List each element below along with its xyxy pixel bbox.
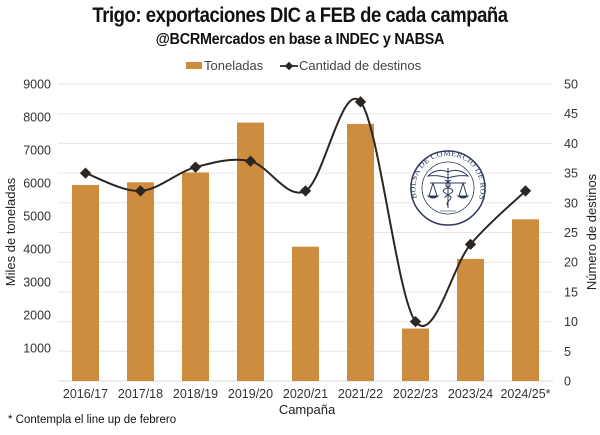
point-2018/19: [189, 161, 202, 173]
bar-2020/21: [292, 246, 319, 381]
y2-tick-label: 25: [564, 226, 578, 240]
x-tick-label: 2024/25*: [500, 387, 550, 401]
bar-2017/18: [127, 182, 154, 381]
legend-line-marker-icon: [280, 61, 298, 70]
footnote: * Contempla el line up de febrero: [8, 414, 177, 426]
point-2022/23: [409, 315, 422, 328]
point-2020/21: [299, 185, 312, 197]
point-2023/24: [464, 238, 477, 251]
point-2016/17: [79, 167, 92, 179]
y2-tick-label: 35: [564, 167, 578, 181]
x-axis-title: Campaña: [279, 402, 336, 417]
bar-2021/22: [347, 123, 374, 382]
y-tick-label: 5000: [23, 210, 51, 224]
legend-label-toneladas: Toneladas: [204, 58, 264, 73]
bar-2024/25*: [512, 219, 539, 381]
y-axis-left-labels: 1000 2000 3000 4000 5000 6000 7000 8000 9000: [23, 78, 51, 356]
logo-inner-ring: [421, 161, 475, 215]
y-tick-label: 1000: [23, 342, 51, 356]
point-2017/18: [134, 185, 147, 197]
y2-tick-label: 0: [564, 375, 571, 389]
x-tick-label: 2016/17: [63, 387, 108, 401]
y2-tick-label: 30: [564, 196, 578, 210]
y-tick-label: 4000: [23, 243, 51, 257]
y2-tick-label: 20: [564, 256, 578, 270]
y-axis-left-title: Miles de toneladas: [3, 177, 18, 286]
x-tick-label: 2020/21: [283, 387, 328, 401]
point-2019/20: [244, 155, 257, 167]
y2-tick-label: 50: [564, 78, 578, 92]
chart-subtitle: @BCRMercados en base a INDEC y NABSA: [155, 31, 445, 48]
bar-2016/17: [72, 184, 99, 381]
x-tick-label: 2018/19: [173, 387, 218, 401]
x-tick-label: 2021/22: [338, 387, 383, 401]
destinos-line: [79, 96, 532, 328]
y-axis-right-labels: 0 5 10 15 20 25 30 35 40 45 50: [564, 78, 578, 389]
y-axis-right-title: Número de destinos: [584, 173, 599, 290]
x-tick-label: 2022/23: [393, 387, 438, 401]
point-2024/25*: [519, 185, 532, 197]
y2-tick-label: 40: [564, 137, 578, 151]
legend: Toneladas Cantidad de destinos: [0, 58, 600, 76]
logo-emblem-icon: [426, 168, 470, 212]
bars: [72, 122, 539, 382]
y2-tick-label: 15: [564, 285, 578, 299]
bar-2023/24: [457, 258, 484, 381]
bar-2018/19: [182, 172, 209, 381]
y-tick-label: 6000: [23, 177, 51, 191]
x-tick-label: 2023/24: [448, 387, 493, 401]
bcr-logo: BOLSA DE COMERCIO DE ROSARIO: [408, 149, 487, 226]
y-tick-label: 2000: [23, 309, 51, 323]
point-2021/22: [354, 96, 367, 108]
y-tick-label: 7000: [23, 144, 51, 158]
y2-tick-label: 5: [564, 345, 571, 359]
bar-2022/23: [402, 328, 429, 381]
legend-item-toneladas: Toneladas: [186, 58, 263, 73]
legend-swatch-bar: [186, 62, 202, 69]
legend-label-destinos: Cantidad de destinos: [299, 58, 422, 73]
x-tick-label: 2017/18: [118, 387, 163, 401]
legend-item-destinos: Cantidad de destinos: [280, 58, 421, 73]
y-tick-label: 8000: [23, 111, 51, 125]
y2-tick-label: 45: [564, 107, 578, 121]
x-tick-label: 2019/20: [228, 387, 273, 401]
y-tick-label: 3000: [23, 276, 51, 290]
y-tick-label: 9000: [23, 78, 51, 92]
x-axis-labels: 2016/17 2017/18 2018/19 2019/20 2020/21 2021/…: [63, 387, 551, 401]
chart-title: Trigo: exportaciones DIC a FEB de cada c…: [92, 4, 508, 27]
destinos-line-path: [85, 97, 527, 327]
y2-tick-label: 10: [564, 315, 578, 329]
